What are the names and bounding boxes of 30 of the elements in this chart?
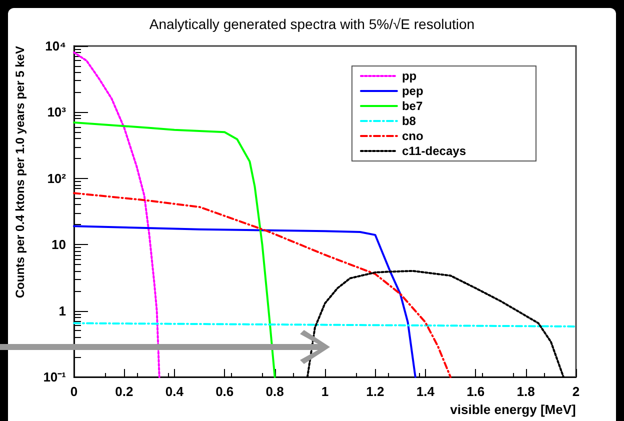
y-tick-label: 1	[58, 303, 66, 318]
y-tick-label: 10²	[47, 170, 67, 186]
x-tick-label: 0.4	[165, 384, 184, 399]
y-tick-label: 10³	[47, 104, 67, 120]
y-axis-title: Counts per 0.4 ktons per 1.0 years per 5 keV	[13, 46, 27, 298]
x-tick-label: 0.2	[115, 384, 134, 399]
x-tick-label: 1.8	[516, 384, 535, 399]
x-tick-label: 0	[70, 384, 78, 399]
y-tick-label: 10⁴	[45, 38, 66, 54]
x-tick-label: 1.4	[416, 384, 436, 399]
y-tick-label: 10	[52, 237, 66, 252]
legend-label: pp	[402, 69, 417, 83]
x-tick-label: 1.6	[466, 384, 485, 399]
line-series	[73, 225, 416, 378]
x-tick-label: 0.6	[216, 384, 234, 399]
legend-label: pep	[402, 84, 424, 98]
line-series	[73, 192, 452, 378]
legend-label: c11-decays	[402, 144, 466, 158]
x-tick-label: 0.8	[266, 384, 284, 399]
x-tick-label: 1	[321, 384, 329, 399]
legend-label: cno	[402, 129, 424, 143]
x-tick-label: 2	[572, 384, 580, 399]
legend-label: b8	[402, 114, 416, 128]
legend-label: be7	[402, 99, 423, 113]
x-tick-label: 1.2	[366, 384, 384, 399]
line-series	[73, 51, 160, 378]
x-axis-title: visible energy [MeV]	[450, 402, 576, 417]
chart-title: Analytically generated spectra with 5%/√E resolution	[149, 16, 475, 32]
y-tick-label: 10⁻¹	[43, 370, 66, 384]
line-series	[73, 121, 276, 378]
